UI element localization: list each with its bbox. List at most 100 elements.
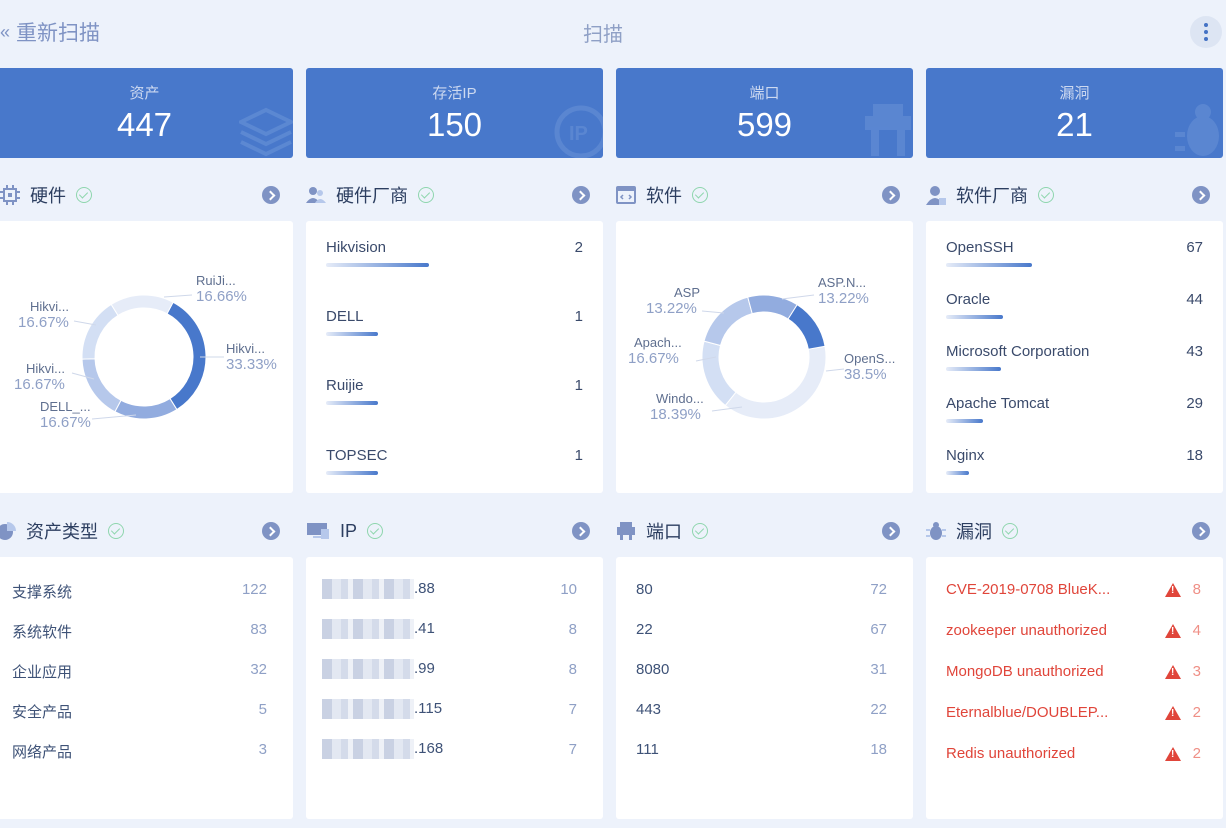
rescan-label: 重新扫描 — [16, 22, 101, 45]
redacted-ip-block — [322, 619, 414, 639]
software-more-button[interactable] — [882, 186, 900, 204]
list-item[interactable]: .99 8 — [322, 659, 577, 683]
stat-label: 存活IP — [432, 85, 477, 102]
donut-slice[interactable] — [747, 294, 798, 320]
list-item[interactable]: .168 7 — [322, 739, 577, 763]
stat-value: 21 — [1056, 106, 1093, 143]
list-item[interactable]: Apache Tomcat 29 — [946, 395, 1203, 435]
list-item[interactable]: 企业应用 32 — [12, 661, 267, 681]
ip-more-button[interactable] — [572, 522, 590, 540]
donut-slice[interactable] — [787, 303, 826, 350]
share-bar — [326, 263, 429, 267]
share-bar — [326, 332, 378, 336]
monitor-icon — [307, 523, 329, 539]
donut-slice[interactable] — [81, 303, 119, 360]
list-item[interactable]: 80 72 — [636, 581, 887, 598]
share-bar — [946, 471, 969, 475]
sw-label-0: OpenS... 38.5% — [844, 351, 896, 383]
hw-label-4: RuiJi... 16.66% — [196, 273, 247, 305]
stat-card-ports[interactable]: 端口 599 — [616, 68, 913, 158]
donut-slice[interactable] — [110, 294, 174, 317]
stat-card-assets[interactable]: 资产 447 — [0, 68, 293, 158]
warning-icon — [1165, 624, 1181, 638]
stat-label: 资产 — [129, 85, 160, 102]
list-item[interactable]: 111 18 — [636, 741, 887, 758]
port-icon — [617, 522, 635, 540]
redacted-ip-block — [322, 739, 414, 759]
section-header-ip: IP — [306, 516, 384, 546]
section-header-ports: 端口 — [616, 516, 708, 546]
sw-label-2: Apach... 16.67% — [628, 335, 682, 367]
stat-label: 端口 — [749, 85, 780, 102]
hardware-more-button[interactable] — [262, 186, 280, 204]
list-item[interactable]: Ruijie 1 — [326, 377, 583, 417]
list-item[interactable]: CVE-2019-0708 BlueK...8 — [946, 581, 1201, 605]
stat-card-live-ip[interactable]: 存活IP 150 IP — [306, 68, 603, 158]
list-item[interactable]: .41 8 — [322, 619, 577, 643]
list-item[interactable]: Eternalblue/DOUBLEP...2 — [946, 704, 1201, 728]
section-header-vulns: 漏洞 — [926, 516, 1018, 546]
asset-types-more-button[interactable] — [262, 522, 280, 540]
code-window-icon — [616, 186, 636, 204]
sw-vendors-more-button[interactable] — [1192, 186, 1210, 204]
list-item[interactable]: 网络产品 3 — [12, 741, 267, 761]
section-title: 硬件 — [30, 186, 66, 206]
section-header-hw-vendors: 硬件厂商 — [306, 180, 434, 210]
user-icon — [926, 186, 946, 205]
vulns-card: CVE-2019-0708 BlueK...8 zookeeper unauth… — [926, 557, 1223, 819]
section-title: 资产类型 — [26, 522, 98, 542]
hw-label-3: Hikvi... 16.67% — [18, 299, 69, 331]
redacted-ip-block — [322, 699, 414, 719]
list-item[interactable]: 22 67 — [636, 621, 887, 638]
list-item[interactable]: 支撑系统 122 — [12, 581, 267, 601]
stat-card-vulns[interactable]: 漏洞 21 — [926, 68, 1223, 158]
list-item[interactable]: DELL 1 — [326, 308, 583, 348]
vulns-more-button[interactable] — [1192, 522, 1210, 540]
donut-slice[interactable] — [724, 345, 827, 420]
chip-icon — [0, 185, 20, 205]
section-header-software: 软件 — [616, 180, 708, 210]
hardware-chart-card: Hikvi... 33.33% DELL_... 16.67% Hikvi... 16… — [0, 221, 293, 493]
stat-value: 150 — [426, 106, 483, 143]
list-item[interactable]: 8080 31 — [636, 661, 887, 678]
rescan-button[interactable]: « 重新扫描 — [0, 17, 100, 47]
donut-slice[interactable] — [166, 301, 207, 411]
ports-card: 80 72 22 67 8080 31 443 22 111 18 — [616, 557, 913, 819]
list-item[interactable]: OpenSSH 67 — [946, 239, 1203, 279]
warning-icon — [1165, 747, 1181, 761]
bug-icon — [1175, 104, 1219, 156]
list-item[interactable]: TOPSEC 1 — [326, 447, 583, 487]
list-item[interactable]: 安全产品 5 — [12, 701, 267, 721]
check-circle-icon — [76, 187, 92, 203]
redacted-ip-block — [322, 659, 414, 679]
more-menu-button[interactable] — [1190, 16, 1222, 48]
section-title: IP — [340, 520, 358, 541]
section-title: 软件厂商 — [956, 186, 1028, 206]
list-item[interactable]: 系统软件 83 — [12, 621, 267, 641]
list-item[interactable]: MongoDB unauthorized3 — [946, 663, 1201, 687]
sw-vendors-card: OpenSSH 67 Oracle 44 Microsoft Corporation… — [926, 221, 1223, 493]
list-item[interactable]: Hikvision 2 — [326, 239, 583, 279]
hw-vendors-more-button[interactable] — [572, 186, 590, 204]
list-item[interactable]: .115 7 — [322, 699, 577, 723]
double-chevron-left-icon: « — [0, 21, 10, 42]
section-header-hardware: 硬件 — [0, 180, 92, 210]
share-bar — [946, 263, 1032, 267]
redacted-ip-block — [322, 579, 414, 599]
hw-label-1: DELL_... 16.67% — [40, 399, 91, 431]
ports-more-button[interactable] — [882, 522, 900, 540]
list-item[interactable]: 443 22 — [636, 701, 887, 718]
donut-slice[interactable] — [701, 340, 737, 407]
list-item[interactable]: zookeeper unauthorized4 — [946, 622, 1201, 646]
donut-slice[interactable] — [703, 296, 753, 347]
port-icon — [865, 104, 911, 156]
check-circle-icon — [692, 523, 708, 539]
list-item[interactable]: Microsoft Corporation 43 — [946, 343, 1203, 383]
asset-types-card: 支撑系统 122 系统软件 83 企业应用 32 安全产品 5 网络产品 3 — [0, 557, 293, 819]
ip-icon: IP — [554, 105, 603, 158]
list-item[interactable]: Oracle 44 — [946, 291, 1203, 331]
sw-label-3: ASP 13.22% — [646, 285, 701, 317]
list-item[interactable]: .88 10 — [322, 579, 577, 603]
list-item[interactable]: Nginx 18 — [946, 447, 1203, 487]
list-item[interactable]: Redis unauthorized2 — [946, 745, 1201, 769]
